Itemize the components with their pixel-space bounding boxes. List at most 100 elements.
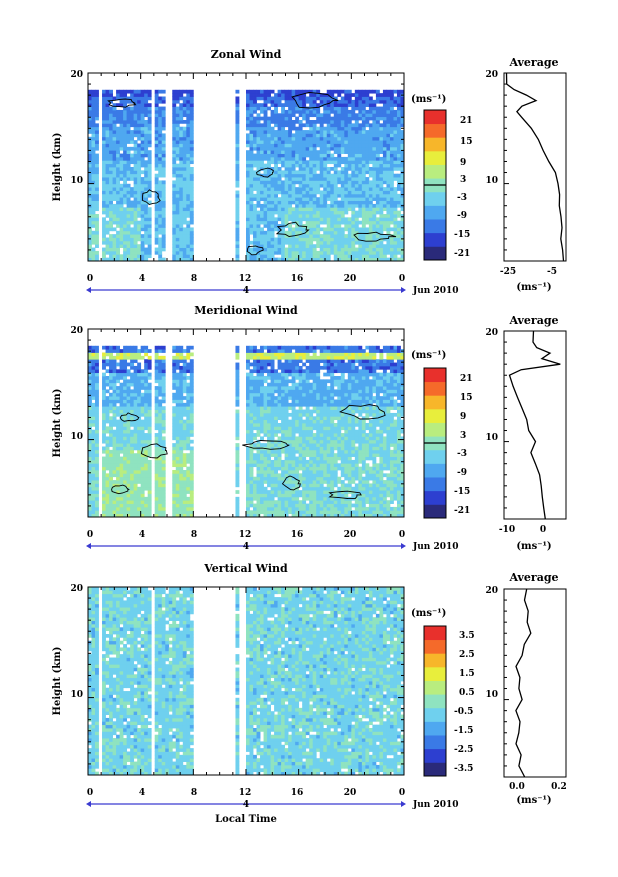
heatmap-cell <box>186 467 190 471</box>
heatmap-cell <box>288 254 292 258</box>
heatmap-cell <box>341 107 345 111</box>
heatmap-cell <box>292 231 296 235</box>
heatmap-cell <box>113 443 117 447</box>
heatmap-cell <box>246 93 250 97</box>
heatmap-cell <box>316 154 320 158</box>
heatmap-cell <box>320 241 324 245</box>
heatmap-cell <box>141 234 145 238</box>
heatmap-cell <box>372 234 376 238</box>
heatmap-cell <box>113 366 117 370</box>
heatmap-cell <box>383 174 387 178</box>
heatmap-cell <box>158 500 162 504</box>
heatmap-cell <box>309 107 313 111</box>
heatmap-cell <box>88 497 92 501</box>
heatmap-cell <box>141 349 145 353</box>
heatmap-cell <box>130 376 134 380</box>
heatmap-cell <box>190 383 194 387</box>
heatmap-cell <box>190 191 194 195</box>
heatmap-cell <box>113 393 117 397</box>
heatmap-cell <box>95 430 99 434</box>
heatmap-cell <box>148 207 152 211</box>
heatmap-cell <box>155 480 159 484</box>
heatmap-cell <box>190 410 194 414</box>
heatmap-cell <box>116 500 120 504</box>
heatmap-cell <box>179 487 183 491</box>
heatmap-cell <box>369 184 373 188</box>
heatmap-cell <box>190 463 194 467</box>
heatmap-cell <box>158 403 162 407</box>
heatmap-cell <box>183 204 187 208</box>
heatmap-cell <box>267 123 271 127</box>
heatmap-cell <box>155 221 159 225</box>
heatmap-cell <box>134 231 138 235</box>
heatmap-cell <box>127 433 131 437</box>
heatmap-cell <box>141 490 145 494</box>
heatmap-cell <box>281 241 285 245</box>
heatmap-cell <box>148 224 152 228</box>
heatmap-cell <box>267 207 271 211</box>
heatmap-cell <box>120 113 124 117</box>
heatmap-cell <box>179 406 183 410</box>
heatmap-cell <box>123 386 127 390</box>
heatmap-cell <box>113 187 117 191</box>
heatmap-cell <box>309 221 313 225</box>
heatmap-cell <box>113 127 117 131</box>
heatmap-cell <box>134 224 138 228</box>
heatmap-cell <box>376 120 380 124</box>
heatmap-cell <box>113 251 117 255</box>
heatmap-cell <box>267 164 271 168</box>
heatmap-cell <box>190 467 194 471</box>
heatmap-cell <box>246 160 250 164</box>
heatmap-cell <box>323 184 327 188</box>
heatmap-cell <box>113 117 117 121</box>
heatmap-cell <box>397 244 401 248</box>
heatmap-cell <box>183 504 187 508</box>
heatmap-cell <box>355 103 359 107</box>
heatmap-cell <box>306 137 310 141</box>
heatmap-cell <box>120 117 124 121</box>
heatmap-cell <box>158 254 162 258</box>
heatmap-cell <box>341 194 345 198</box>
heatmap-cell <box>141 423 145 427</box>
heatmap-cell <box>253 241 257 245</box>
heatmap-cell <box>267 180 271 184</box>
heatmap-cell <box>379 204 383 208</box>
heatmap-cell <box>183 130 187 134</box>
heatmap-cell <box>134 467 138 471</box>
heatmap-cell <box>309 93 313 97</box>
heatmap-cell <box>372 244 376 248</box>
heatmap-cell <box>390 191 394 195</box>
heatmap-cell <box>130 157 134 161</box>
heatmap-cell <box>288 227 292 231</box>
heatmap-cell <box>88 369 92 373</box>
heatmap-cell <box>260 90 264 94</box>
heatmap-cell <box>267 147 271 151</box>
heatmap-cell <box>120 457 124 461</box>
heatmap-cell <box>130 154 134 158</box>
heatmap-cell <box>376 144 380 148</box>
heatmap-cell <box>141 97 145 101</box>
heatmap-cell <box>102 467 106 471</box>
heatmap-cell <box>106 504 110 508</box>
heatmap-cell <box>299 147 303 151</box>
heatmap-cell <box>288 120 292 124</box>
heatmap-cell <box>172 130 176 134</box>
heatmap-cell <box>186 201 190 205</box>
heatmap-cell <box>235 366 239 370</box>
heatmap-cell <box>246 110 250 114</box>
heatmap-cell <box>246 403 250 407</box>
heatmap-cell <box>102 447 106 451</box>
heatmap-cell <box>116 373 120 377</box>
heatmap-cell <box>334 157 338 161</box>
heatmap-cell <box>137 477 141 481</box>
heatmap-cell <box>155 123 159 127</box>
heatmap-cell <box>288 117 292 121</box>
heatmap-cell <box>134 254 138 258</box>
heatmap-cell <box>302 113 306 117</box>
heatmap-cell <box>190 393 194 397</box>
heatmap-cell <box>316 217 320 221</box>
heatmap-cell <box>260 227 264 231</box>
heatmap-cell <box>341 150 345 154</box>
heatmap-cell <box>186 356 190 360</box>
heatmap-cell <box>106 130 110 134</box>
